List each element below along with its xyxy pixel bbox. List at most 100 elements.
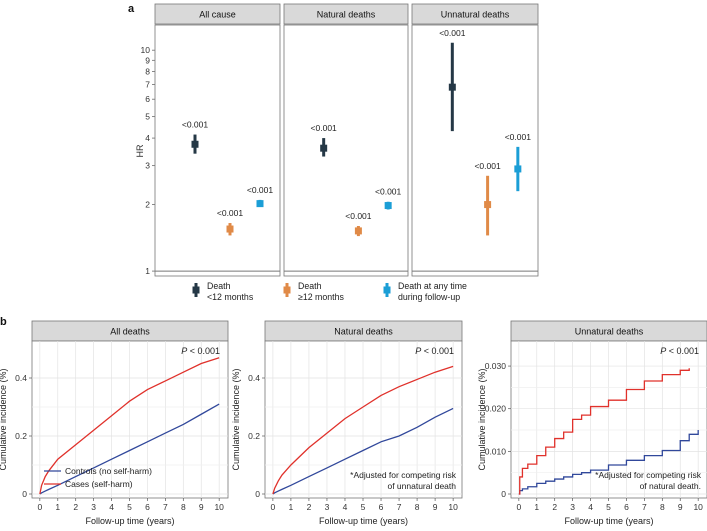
y-tick-label: 0.4 xyxy=(15,373,27,383)
legend-line-1: Death xyxy=(207,281,231,291)
hr-tick-label: 3 xyxy=(145,161,150,171)
x-tick-label: 4 xyxy=(343,502,348,512)
y-axis-title: Cumulative incidence (%) xyxy=(231,368,241,470)
facet-2: Unnatural deaths <0.001 <0.001 <0.001 xyxy=(411,3,539,277)
panel-frame xyxy=(31,340,229,499)
hr-point xyxy=(448,83,456,91)
controls-curve xyxy=(518,430,699,495)
y-axis-title: Cumulative incidence (%) xyxy=(477,368,487,470)
hr-point xyxy=(256,200,264,208)
y-tick-label: 0.2 xyxy=(15,431,27,441)
legend-label: Controls (no self-harm) xyxy=(65,466,152,476)
cases-curve xyxy=(518,368,690,495)
x-tick-label: 5 xyxy=(606,502,611,512)
panel-a-label: a xyxy=(128,3,135,15)
controls-curve xyxy=(39,403,220,495)
x-tick-label: 2 xyxy=(307,502,312,512)
y-tick-label: 0.020 xyxy=(485,404,507,414)
hr-tick-label: 8 xyxy=(145,67,150,77)
panel-b-label: b xyxy=(0,316,7,328)
x-tick-label: 3 xyxy=(570,502,575,512)
x-tick-label: 3 xyxy=(325,502,330,512)
x-tick-label: 5 xyxy=(127,502,132,512)
x-tick-label: 10 xyxy=(214,502,224,512)
x-tick-label: 9 xyxy=(678,502,683,512)
x-tick-label: 0 xyxy=(271,502,276,512)
legend-key-point xyxy=(383,286,391,294)
p-label: <0.001 xyxy=(247,185,274,195)
p-value: P < 0.001 xyxy=(415,346,454,356)
y-tick-label: 0.4 xyxy=(248,373,260,383)
legend-line-1: Death xyxy=(298,281,322,291)
facet-frame xyxy=(283,24,409,277)
adjustment-note: of unnatural death xyxy=(387,481,456,491)
facet-title: All cause xyxy=(199,10,236,20)
hr-tick-label: 4 xyxy=(145,133,150,143)
x-tick-label: 2 xyxy=(552,502,557,512)
x-tick-label: 4 xyxy=(588,502,593,512)
hr-tick-label: 10 xyxy=(141,45,151,55)
p-label: <0.001 xyxy=(474,161,501,171)
incidence-panel-1: Natural deaths 0 1 2 3 4 5 6 7 8 9 10 0 0.2 0.4 Follow-… xyxy=(231,320,463,526)
x-axis-title: Follow-up time (years) xyxy=(564,516,653,526)
x-tick-label: 0 xyxy=(516,502,521,512)
x-tick-label: 1 xyxy=(534,502,539,512)
x-tick-label: 0 xyxy=(37,502,42,512)
y-tick-label: 0.010 xyxy=(485,446,507,456)
p-label: <0.001 xyxy=(375,187,402,197)
x-tick-label: 10 xyxy=(693,502,703,512)
forest-facets: All cause <0.001 <0.001 <0.001 Natural death… xyxy=(154,3,539,277)
adjustment-note: *Adjusted for competing risk xyxy=(350,470,457,480)
x-axis-title: Follow-up time (years) xyxy=(85,516,174,526)
y-tick-label: 0.2 xyxy=(248,431,260,441)
x-tick-label: 6 xyxy=(624,502,629,512)
x-tick-label: 7 xyxy=(163,502,168,512)
controls-curve xyxy=(272,407,454,495)
hr-y-axis: 1 2 3 4 5 6 7 8 910 xyxy=(141,45,155,276)
p-label: <0.001 xyxy=(311,123,338,133)
hr-tick-label: 6 xyxy=(145,94,150,104)
p-label: <0.001 xyxy=(345,211,372,221)
hr-point xyxy=(226,225,234,233)
x-tick-label: 7 xyxy=(397,502,402,512)
hr-point xyxy=(354,227,362,235)
adjustment-note: *Adjusted for competing risk xyxy=(595,470,702,480)
panel-frame xyxy=(510,340,707,499)
incidence-panel-2: Unnatural deaths 0 1 2 3 4 5 6 7 8 9 10 0 0.010 0.020 0… xyxy=(477,320,707,526)
hr-tick-label: 5 xyxy=(145,112,150,122)
p-label: <0.001 xyxy=(439,28,466,38)
x-tick-label: 9 xyxy=(433,502,438,512)
hr-tick-label: 2 xyxy=(145,200,150,210)
hr-tick-label: 9 xyxy=(145,55,150,65)
legend-key-point xyxy=(192,286,200,294)
y-tick-label: 0.030 xyxy=(485,361,507,371)
legend-line-2: during follow-up xyxy=(398,292,460,302)
legend-line-1: Death at any time xyxy=(398,281,467,291)
x-tick-label: 4 xyxy=(109,502,114,512)
facet-strip xyxy=(283,3,409,25)
hr-tick-label: 7 xyxy=(145,79,150,89)
p-value: P < 0.001 xyxy=(660,346,699,356)
hr-point xyxy=(191,140,199,148)
hr-point xyxy=(384,202,392,210)
x-tick-label: 1 xyxy=(55,502,60,512)
x-tick-label: 8 xyxy=(415,502,420,512)
x-tick-label: 7 xyxy=(642,502,647,512)
panel-title: Natural deaths xyxy=(334,327,393,337)
facet-0: All cause <0.001 <0.001 <0.001 xyxy=(154,3,281,277)
hr-point xyxy=(320,144,328,152)
x-tick-label: 6 xyxy=(379,502,384,512)
x-tick-label: 3 xyxy=(91,502,96,512)
p-label: <0.001 xyxy=(182,120,209,130)
facet-title: Natural deaths xyxy=(317,10,376,20)
hr-point xyxy=(514,165,522,173)
hr-axis-label: HR xyxy=(135,144,145,157)
x-tick-label: 8 xyxy=(181,502,186,512)
y-tick-label: 0 xyxy=(255,489,260,499)
x-tick-label: 8 xyxy=(660,502,665,512)
y-axis-title: Cumulative incidence (%) xyxy=(0,368,8,470)
legend-label: Cases (self-harm) xyxy=(65,479,133,489)
y-tick-label: 0 xyxy=(22,489,27,499)
